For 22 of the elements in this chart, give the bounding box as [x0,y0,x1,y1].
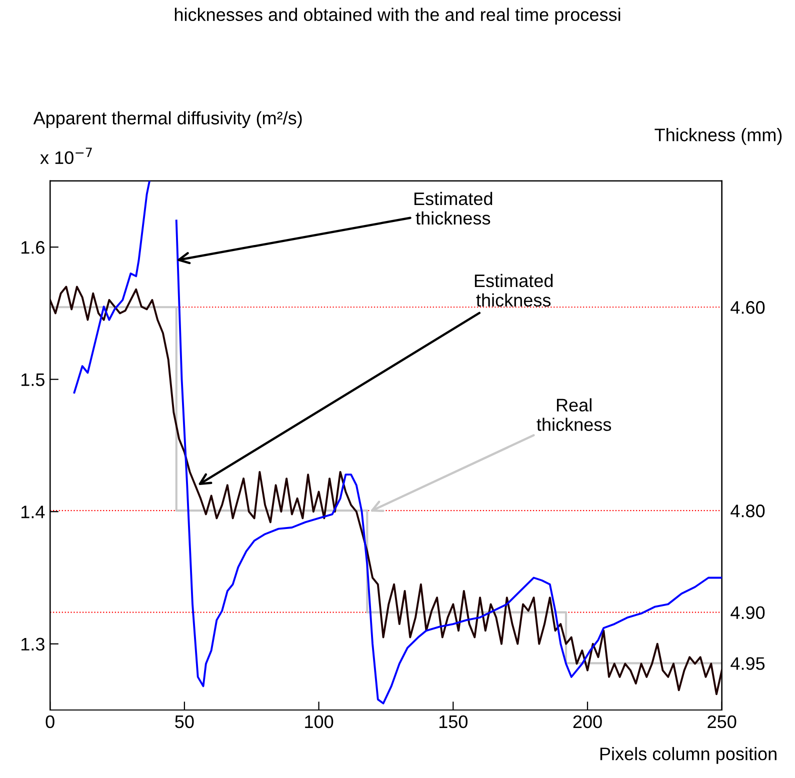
x-tick-label: 100 [305,715,334,728]
y-tick-label: 1.6 [22,241,44,254]
y2-tick-label: 4.60 [730,301,765,314]
y2-tick-label: 4.90 [730,606,765,620]
x-tick-label: 250 [708,715,736,728]
y-tick-label: 1.5 [22,373,44,386]
x-tick-label: 0 [46,715,54,728]
x-tick-label: 50 [175,715,194,728]
x-tick-label: 200 [573,715,602,728]
y2-tick-label: 4.95 [730,657,765,670]
y-tick-label: 1.4 [22,506,45,518]
y-tick-label: 1.3 [22,638,44,651]
y-axis-title: Apparent thermal diffusivity (m²/s) [33,111,302,128]
x-tick-label: 150 [439,715,468,728]
y2-axis-title: Thickness (mm) [654,128,782,145]
annotation: Real thickness [536,398,612,431]
annotation: Estimated thickness [414,192,492,225]
text: x 10$^{−7}$ [40,148,92,164]
x-axis-title: Pixels column position [600,747,776,764]
text: hicknesses and obtained with the and real time processi [174,8,620,25]
y2-tick-label: 4.80 [730,504,765,518]
annotation: Estimated thickness [474,274,553,307]
